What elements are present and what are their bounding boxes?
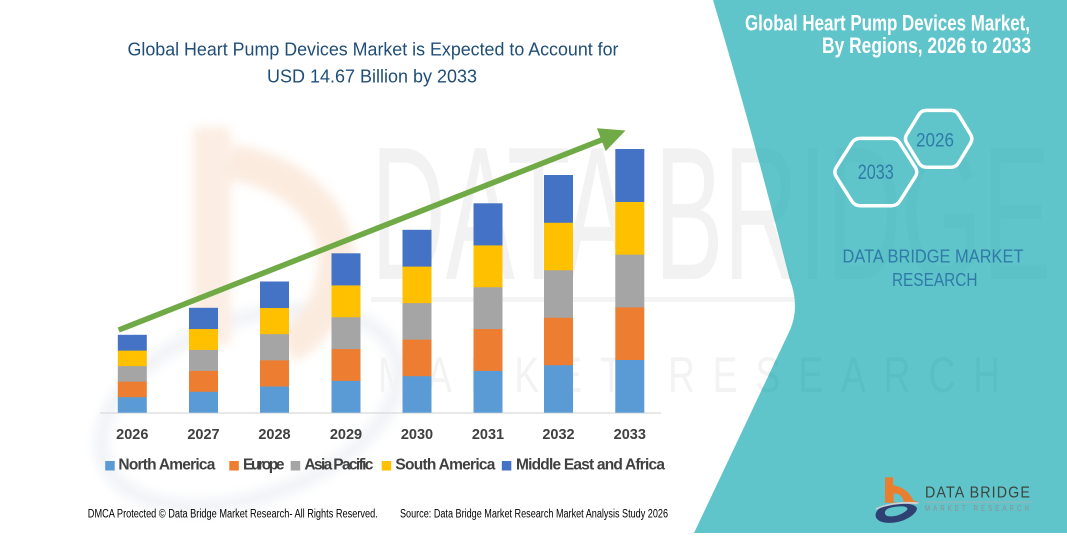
svg-text:Europe: Europe — [243, 457, 285, 474]
svg-text:2026: 2026 — [116, 427, 148, 443]
svg-text:Global Heart Pump Devices Mark: Global Heart Pump Devices Market, — [745, 11, 1030, 36]
svg-text:2031: 2031 — [472, 427, 504, 443]
svg-text:2030: 2030 — [401, 427, 433, 443]
svg-text:Global Heart Pump Devices Mark: Global Heart Pump Devices Market is Expe… — [128, 38, 619, 59]
svg-text:USD 14.67 Billion by 2033: USD 14.67 Billion by 2033 — [267, 66, 477, 87]
svg-text:MARKET RESEARCH: MARKET RESEARCH — [925, 504, 1032, 513]
svg-text:Asia Pacific: Asia Pacific — [304, 457, 373, 474]
svg-text:Source: Data Bridge Market Res: Source: Data Bridge Market Research Mark… — [400, 508, 668, 520]
svg-text:DMCA Protected © Data Bridge M: DMCA Protected © Data Bridge Market Rese… — [88, 508, 378, 520]
svg-text:2033: 2033 — [614, 427, 646, 443]
svg-text:2028: 2028 — [258, 427, 290, 443]
svg-text:By Regions, 2026 to 2033: By Regions, 2026 to 2033 — [822, 33, 1031, 58]
svg-text:2027: 2027 — [187, 427, 219, 443]
svg-text:RESEARCH: RESEARCH — [892, 269, 978, 290]
svg-text:2029: 2029 — [330, 427, 362, 443]
svg-text:North America: North America — [118, 457, 215, 474]
svg-text:DATA BRIDGE: DATA BRIDGE — [925, 485, 1031, 502]
svg-text:2026: 2026 — [916, 129, 954, 151]
svg-text:2032: 2032 — [542, 427, 574, 443]
svg-text:Middle East and Africa: Middle East and Africa — [516, 457, 665, 474]
svg-text:2033: 2033 — [858, 161, 894, 184]
svg-text:South America: South America — [395, 457, 495, 474]
svg-text:DATA BRIDGE MARKET: DATA BRIDGE MARKET — [843, 246, 1024, 267]
